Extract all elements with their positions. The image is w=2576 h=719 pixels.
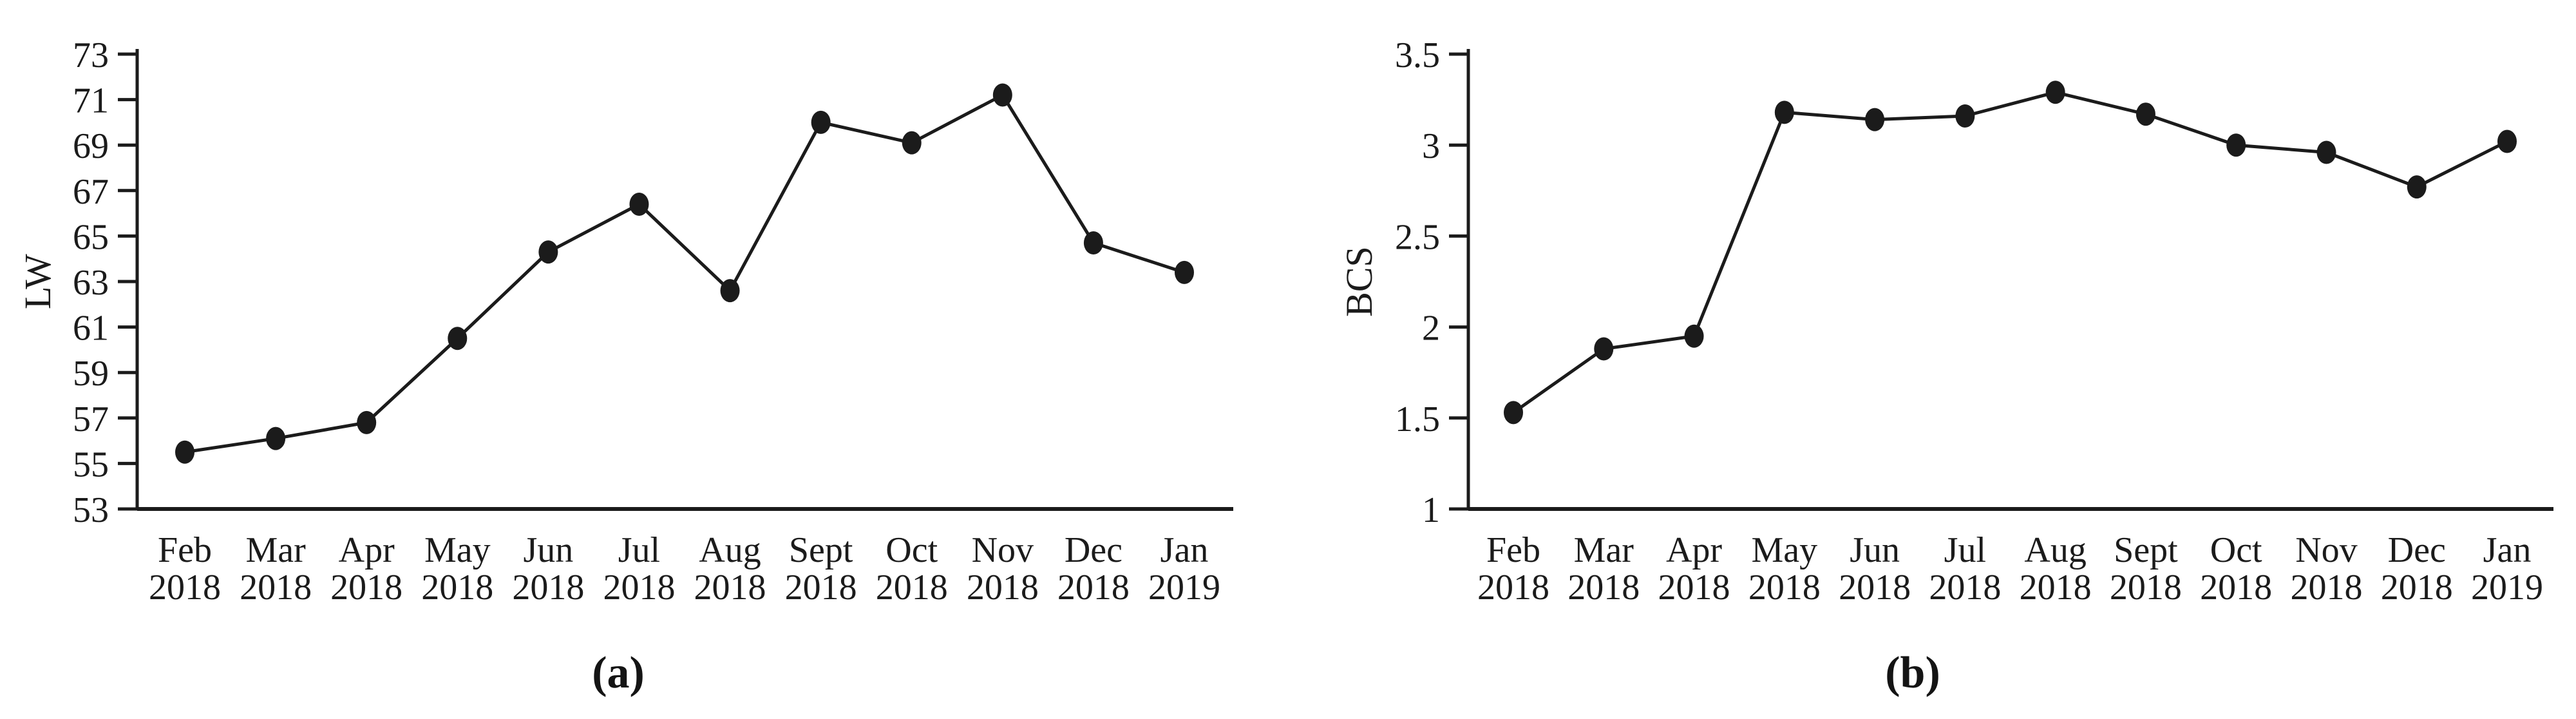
- x-axis-tick-label-year: 2018: [240, 568, 312, 608]
- y-axis-tick-label: 61: [73, 309, 109, 349]
- y-axis-tick-label: 55: [73, 445, 109, 484]
- data-point-marker: [1955, 104, 1975, 128]
- data-point-marker: [1865, 108, 1885, 131]
- y-axis-tick-label: 59: [73, 354, 109, 394]
- x-axis-tick-label-month: Feb: [1486, 530, 1540, 570]
- data-point-marker: [811, 110, 831, 134]
- x-axis-tick-label-year: 2018: [1658, 568, 1730, 608]
- data-point-marker: [538, 240, 558, 264]
- y-axis-tick-label: 63: [73, 263, 109, 303]
- y-axis-tick-label: 65: [73, 217, 109, 257]
- x-axis-tick-label-month: Dec: [1065, 530, 1122, 570]
- x-axis-tick-label-month: Sept: [789, 530, 853, 570]
- x-axis-tick-label-year: 2018: [967, 568, 1039, 608]
- data-point-marker: [357, 410, 377, 434]
- y-axis-title: LW: [17, 254, 59, 309]
- y-axis-tick-label: 73: [73, 35, 109, 75]
- panel-a-caption: (a): [592, 648, 645, 698]
- data-point-marker: [2045, 81, 2065, 104]
- x-axis-tick-label-month: Apr: [1666, 530, 1722, 570]
- x-axis-tick-label-month: Aug: [699, 530, 761, 570]
- x-axis-tick-label-month: Apr: [339, 530, 395, 570]
- data-point-marker: [629, 192, 649, 216]
- y-axis-tick-label: 57: [73, 399, 109, 439]
- x-axis-tick-label-year: 2018: [2110, 568, 2182, 608]
- data-line: [184, 93, 1185, 454]
- x-axis-tick-label-year: 2018: [1839, 568, 1911, 608]
- x-axis-tick-label-year: 2018: [785, 568, 857, 608]
- data-point-marker: [1684, 324, 1704, 348]
- x-axis-tick-label-year: 2018: [2290, 568, 2362, 608]
- x-axis-tick-label-month: Dec: [2388, 530, 2446, 570]
- x-axis-tick-label-year: 2018: [2381, 568, 2453, 608]
- data-point-marker: [2136, 102, 2155, 126]
- x-axis-tick-label-month: Jun: [1850, 530, 1900, 570]
- data-point-marker: [720, 279, 740, 303]
- x-axis-tick-label-month: Sept: [2114, 530, 2178, 570]
- x-axis-tick-label-year: 2018: [1929, 568, 2001, 608]
- data-point-marker: [1083, 231, 1103, 254]
- data-point-marker: [2407, 175, 2427, 199]
- y-axis-title: BCS: [1338, 246, 1380, 317]
- y-axis-tick-label: 1.5: [1395, 399, 1440, 439]
- x-axis-tick-label-month: Nov: [2295, 530, 2357, 570]
- data-point-marker: [2316, 140, 2336, 164]
- data-point-marker: [902, 131, 922, 155]
- x-axis-tick-label-year: 2018: [1567, 568, 1640, 608]
- x-axis-tick-label-year: 2018: [1057, 568, 1130, 608]
- x-axis-tick-label-month: Jan: [2483, 530, 2532, 570]
- x-axis-tick-label-year: 2018: [2200, 568, 2272, 608]
- x-axis-tick-label-year: 2018: [1748, 568, 1821, 608]
- x-axis-tick-label-month: Oct: [2210, 530, 2262, 570]
- x-axis-tick-label-month: Jan: [1160, 530, 1209, 570]
- x-axis-tick-label-month: Jul: [618, 530, 660, 570]
- data-point-marker: [1774, 101, 1794, 124]
- x-axis-tick-label-month: Mar: [245, 530, 306, 570]
- data-point-marker: [448, 327, 468, 350]
- x-axis-tick-label-month: Nov: [972, 530, 1034, 570]
- data-point-marker: [175, 440, 194, 464]
- x-axis-tick-label-month: May: [424, 530, 491, 570]
- x-axis-tick-label-year: 2018: [1477, 568, 1549, 608]
- y-axis-tick-label: 69: [73, 126, 109, 166]
- x-axis-tick-label-month: Oct: [886, 530, 938, 570]
- y-axis-tick-label: 3.5: [1395, 35, 1440, 75]
- y-axis-tick-label: 1: [1422, 490, 1440, 530]
- x-axis-tick-label-month: May: [1751, 530, 1817, 570]
- x-axis-tick-label-year: 2018: [421, 568, 493, 608]
- x-axis-tick-label-year: 2018: [330, 568, 402, 608]
- x-axis-tick-label-year: 2018: [512, 568, 584, 608]
- data-point-marker: [1504, 401, 1523, 425]
- y-axis-tick-label: 67: [73, 172, 109, 212]
- data-line: [1512, 90, 2508, 414]
- y-axis-tick-label: 2.5: [1395, 217, 1440, 257]
- x-axis-tick-label-year: 2018: [149, 568, 221, 608]
- y-axis-tick-label: 53: [73, 490, 109, 530]
- x-axis-tick-label-year: 2019: [1148, 568, 1220, 608]
- x-axis-tick-label-month: Mar: [1574, 530, 1634, 570]
- x-axis-tick-label-year: 2018: [2020, 568, 2092, 608]
- data-point-marker: [1175, 260, 1194, 284]
- panel-b-caption: (b): [1885, 648, 1940, 698]
- x-axis-tick-label-year: 2018: [694, 568, 766, 608]
- data-point-marker: [2226, 133, 2246, 157]
- data-point-marker: [992, 83, 1012, 107]
- x-axis-tick-label-year: 2019: [2471, 568, 2543, 608]
- data-point-marker: [266, 427, 286, 450]
- x-axis-tick-label-month: Jul: [1944, 530, 1986, 570]
- x-axis-tick-label-year: 2018: [603, 568, 675, 608]
- data-point-marker: [2497, 129, 2517, 153]
- data-point-marker: [1594, 337, 1614, 361]
- x-axis-tick-label-year: 2018: [876, 568, 948, 608]
- y-axis-tick-label: 2: [1422, 309, 1440, 349]
- y-axis-tick-label: 71: [73, 81, 109, 121]
- x-axis-tick-label-month: Feb: [158, 530, 212, 570]
- x-axis-tick-label-month: Jun: [523, 530, 573, 570]
- x-axis-tick-label-month: Aug: [2024, 530, 2086, 570]
- y-axis-tick-label: 3: [1422, 126, 1440, 166]
